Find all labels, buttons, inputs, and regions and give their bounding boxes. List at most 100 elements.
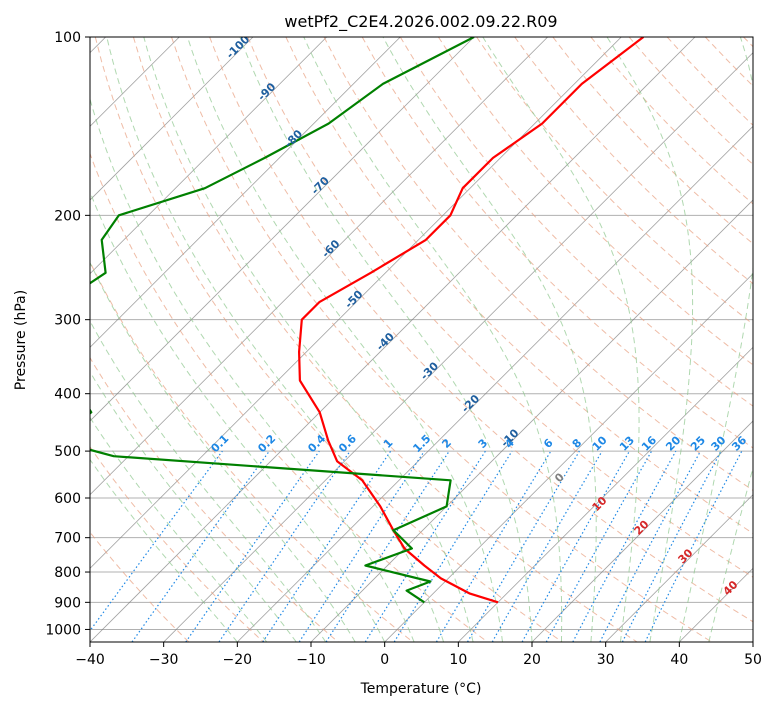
isotherm-line xyxy=(90,37,548,496)
mixing-ratio-line xyxy=(545,450,653,642)
moist-adiabat-line xyxy=(606,37,694,642)
isotherm-line xyxy=(752,641,753,642)
mixing-ratio-line xyxy=(325,450,450,642)
dry-adiabat-line xyxy=(285,37,753,535)
dry-adiabat-label: -60 xyxy=(319,237,342,260)
isotherm-line xyxy=(458,346,753,642)
y-tick-label: 900 xyxy=(54,595,81,611)
plot-frame xyxy=(89,36,754,643)
mixing-ratio-label: 30 xyxy=(709,433,729,453)
dry-adiabat-line xyxy=(476,37,753,325)
x-tick-label: 20 xyxy=(523,652,541,668)
dry-adiabat-line xyxy=(171,37,712,642)
isotherm-line xyxy=(90,37,401,348)
mixing-ratio-line xyxy=(90,450,223,632)
moist-adiabat-line xyxy=(106,37,445,642)
dry-adiabat-line xyxy=(514,37,753,285)
moist-adiabat-label: 30 xyxy=(676,546,696,566)
dry-adiabat-line xyxy=(90,356,339,642)
x-tick-label: 0 xyxy=(380,652,389,668)
isotherm-line xyxy=(90,37,327,275)
dry-adiabat-line xyxy=(704,37,753,87)
dry-adiabat-label: -20 xyxy=(459,392,482,415)
x-tick-label: −40 xyxy=(75,652,105,668)
dry-adiabat-line xyxy=(90,260,414,642)
mixing-ratio-line xyxy=(364,450,486,642)
mixing-ratio-label: 0.4 xyxy=(305,432,328,455)
moist-adiabat-line xyxy=(482,37,640,642)
dry-adiabat-label: -70 xyxy=(309,174,332,197)
moist-adiabat-line xyxy=(239,37,533,642)
x-tick-label: −10 xyxy=(296,652,326,668)
dry-adiabat-line xyxy=(552,37,753,245)
dry-adiabat-line xyxy=(323,37,753,491)
isotherm-line xyxy=(90,37,475,422)
x-axis-title: Temperature (°C) xyxy=(360,681,482,697)
y-tick-label: 600 xyxy=(54,491,81,507)
mixing-ratio-line xyxy=(572,450,677,642)
mixing-ratio-label: 2 xyxy=(439,436,454,451)
x-tick-label: 50 xyxy=(744,652,762,668)
isotherm-line xyxy=(605,494,753,642)
profile-series xyxy=(90,37,645,604)
mixing-ratio-line xyxy=(262,450,392,642)
dry-adiabat-line xyxy=(132,37,638,642)
x-axis: −40 −30 −20 −10 0 10 20 30 40 50 xyxy=(75,642,762,668)
mixing-ratio-label: 16 xyxy=(639,433,659,453)
moist-adiabat-line xyxy=(708,465,753,642)
dry-adiabat-label: -50 xyxy=(342,288,365,311)
moist-adiabat-label: 10 xyxy=(590,494,610,514)
mixing-ratio-line xyxy=(298,450,425,642)
mixing-ratio-label: 3 xyxy=(476,436,491,451)
temperature-profile xyxy=(298,37,645,604)
y-axis: 100 200 300 400 500 600 700 800 900 1000 xyxy=(45,30,90,638)
y-tick-label: 100 xyxy=(54,30,81,46)
moist-adiabat-line xyxy=(90,190,386,642)
dry-adiabat-line xyxy=(90,152,488,642)
moist-adiabat-line xyxy=(187,37,503,642)
mixing-ratio-line xyxy=(185,450,320,642)
dry-adiabat-line xyxy=(94,37,563,642)
mixing-ratio-line xyxy=(393,450,513,642)
y-tick-label: 200 xyxy=(54,208,81,224)
isotherm-line xyxy=(679,567,753,642)
dry-adiabat-line xyxy=(437,37,753,366)
dry-adiabat-line xyxy=(247,37,753,578)
mixing-ratio-label: 0.6 xyxy=(336,432,359,455)
moist-adiabat-line xyxy=(90,97,415,642)
moist-adiabat-line xyxy=(90,458,238,642)
mixing-ratio-line xyxy=(131,450,270,642)
moist-adiabat-line xyxy=(303,37,563,642)
x-tick-label: −20 xyxy=(223,652,253,668)
y-tick-label: 700 xyxy=(54,531,81,547)
dry-adiabat-line xyxy=(209,37,753,623)
moist-adiabat-line xyxy=(90,416,268,642)
moist-adiabat-line xyxy=(90,320,327,642)
dry-adiabat-line xyxy=(90,446,264,642)
isotherm-line xyxy=(90,37,696,642)
y-axis-title: Pressure (hPa) xyxy=(13,290,29,390)
mixing-ratio-line xyxy=(218,450,351,642)
isotherm-line xyxy=(531,420,753,642)
isotherm-line xyxy=(384,273,753,642)
y-tick-label: 300 xyxy=(54,313,81,329)
x-tick-label: 40 xyxy=(670,652,688,668)
isotherm-line xyxy=(163,52,753,642)
moist-adiabat-line xyxy=(678,37,753,642)
mixing-ratio-label: 8 xyxy=(570,436,585,451)
x-tick-label: 10 xyxy=(449,652,467,668)
y-tick-label: 500 xyxy=(54,444,81,460)
mixing-ratio-line xyxy=(644,450,743,642)
moist-adiabat-line xyxy=(90,261,356,642)
moist-adiabat-line xyxy=(143,37,474,642)
moist-adiabat-line xyxy=(90,370,297,642)
isotherm-line xyxy=(90,37,254,201)
dewpoint-profile xyxy=(90,37,475,604)
mixing-ratio-line xyxy=(521,450,631,642)
x-tick-label: −30 xyxy=(149,652,179,668)
mixing-ratio-label: 36 xyxy=(729,433,749,453)
chart-title: wetPf2_C2E4.2026.002.09.22.R09 xyxy=(284,12,557,32)
y-tick-label: 1000 xyxy=(45,622,81,638)
y-tick-label: 800 xyxy=(54,565,81,581)
